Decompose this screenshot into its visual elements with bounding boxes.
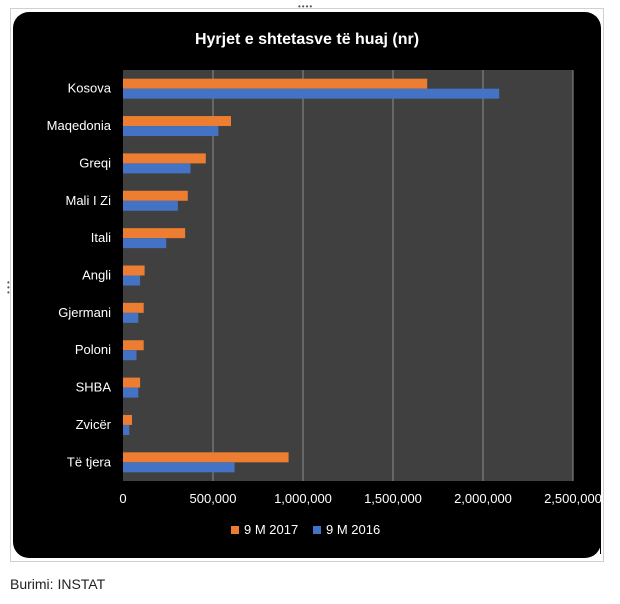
bar-series-2 — [123, 275, 141, 286]
plot-area — [123, 70, 573, 481]
bar-series-1 — [123, 228, 186, 239]
x-tick-labels: 0 500,000 1,000,000 1,500,000 2,000,000 2,500… — [119, 491, 601, 506]
legend-swatch — [313, 526, 321, 534]
category-label: Maqedonia — [47, 118, 112, 133]
gridlines — [212, 70, 574, 481]
bar-series-1 — [123, 377, 141, 388]
bar-series-2 — [123, 200, 178, 211]
bar-series-1 — [123, 414, 132, 425]
x-tick-label: 1,500,000 — [364, 491, 422, 506]
bar-series-2 — [123, 312, 139, 323]
bar-series-1 — [123, 265, 145, 276]
bars — [123, 78, 500, 473]
bar-chart: Hyrjet e shtetasve të huaj (nr) Kosova Ma… — [47, 31, 601, 537]
category-label: Poloni — [75, 342, 111, 357]
category-label: Të tjera — [67, 454, 112, 469]
bar-series-1 — [123, 452, 289, 463]
resize-handle-left[interactable]: • • • — [7, 278, 10, 297]
bar-series-1 — [123, 78, 428, 89]
legend-label: 9 M 2017 — [244, 522, 298, 537]
category-label: SHBA — [76, 380, 112, 395]
chart-area[interactable]: Hyrjet e shtetasve të huaj (nr) Kosova Ma… — [13, 12, 601, 558]
category-label: Greqi — [79, 155, 111, 170]
legend-label: 9 M 2016 — [326, 522, 380, 537]
bar-series-2 — [123, 387, 139, 398]
x-tick-label: 500,000 — [190, 491, 237, 506]
category-label: Kosova — [68, 81, 112, 96]
x-tick-label: 1,000,000 — [274, 491, 332, 506]
bar-series-1 — [123, 153, 206, 164]
bar-series-2 — [123, 462, 235, 473]
edge-mark — [600, 540, 601, 554]
resize-handle-top[interactable]: •••• — [298, 2, 314, 11]
x-tick-label: 0 — [119, 491, 126, 506]
category-label: Angli — [82, 268, 111, 283]
bar-series-2 — [123, 126, 219, 137]
x-tick-label: 2,000,000 — [454, 491, 512, 506]
bar-series-1 — [123, 302, 144, 313]
chart-title: Hyrjet e shtetasve të huaj (nr) — [195, 31, 419, 48]
source-note: Burimi: INSTAT — [10, 576, 106, 592]
bar-series-2 — [123, 238, 167, 249]
category-labels: Kosova Maqedonia Greqi Mali I Zi Itali Angli G… — [47, 81, 112, 470]
bar-series-2 — [123, 88, 500, 99]
bar-series-2 — [123, 350, 137, 361]
legend: 9 M 2017 9 M 2016 — [231, 522, 380, 537]
legend-swatch — [231, 526, 239, 534]
category-label: Zvicër — [76, 417, 112, 432]
category-label: Itali — [91, 230, 111, 245]
category-label: Gjermani — [58, 305, 111, 320]
bar-series-1 — [123, 340, 144, 351]
bar-series-1 — [123, 116, 231, 127]
category-label: Mali I Zi — [66, 193, 112, 208]
bar-series-1 — [123, 190, 188, 201]
bar-series-2 — [123, 424, 130, 435]
x-tick-label: 2,500,000 — [544, 491, 601, 506]
bar-series-2 — [123, 163, 191, 174]
